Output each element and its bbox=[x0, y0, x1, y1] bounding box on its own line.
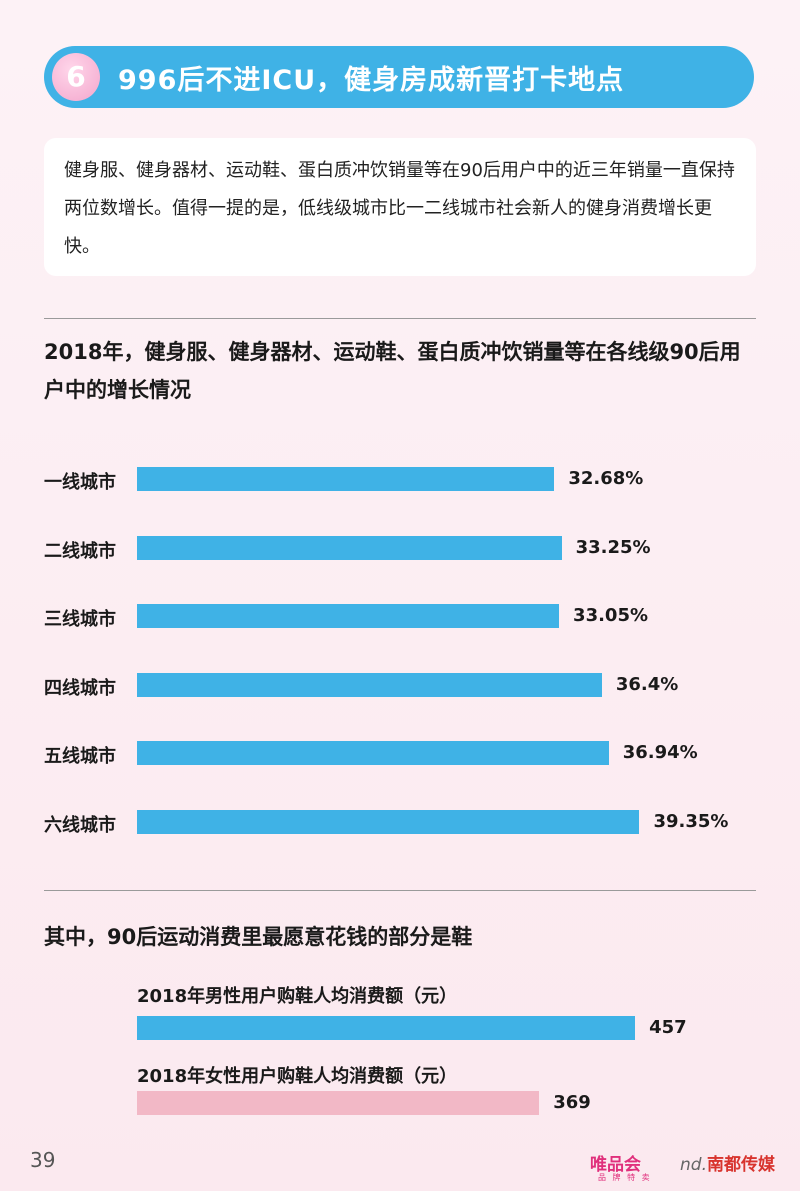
page-number: 39 bbox=[30, 1148, 56, 1172]
header-banner bbox=[44, 46, 754, 108]
growth-bar bbox=[137, 535, 562, 560]
value-label: 369 bbox=[553, 1092, 591, 1113]
growth-bar bbox=[137, 809, 640, 834]
value-label: 36.4% bbox=[615, 673, 679, 695]
vip-logo-subtitle: 品 牌 特 卖 bbox=[598, 1173, 652, 1182]
value-label: 36.94% bbox=[622, 742, 698, 763]
category-label: 二线城市 bbox=[44, 540, 116, 562]
series-label: 2018年女性用户购鞋人均消费额（元） bbox=[137, 1066, 458, 1087]
growth-bar bbox=[137, 467, 555, 491]
category-label: 六线城市 bbox=[44, 814, 116, 836]
category-label: 五线城市 bbox=[44, 746, 116, 767]
nd-mark: nd. bbox=[680, 1155, 707, 1175]
growth-bar bbox=[137, 672, 602, 697]
category-label: 四线城市 bbox=[44, 677, 116, 699]
nandu-media-name: 南都传媒 bbox=[706, 1155, 775, 1175]
spend-bar bbox=[137, 1091, 540, 1115]
value-label: 32.68% bbox=[568, 468, 644, 489]
divider bbox=[44, 890, 756, 891]
page-title: 996后不进ICU，健身房成新晋打卡地点 bbox=[118, 65, 625, 96]
section-number-badge: 6 bbox=[52, 53, 100, 101]
growth-bar bbox=[137, 604, 560, 628]
value-label: 33.25% bbox=[575, 536, 651, 558]
divider bbox=[44, 318, 756, 319]
nandu-media-logo: nd.南都传媒 bbox=[680, 1150, 775, 1175]
shoe-spend-chart-title: 其中，90后运动消费里最愿意花钱的部分是鞋 bbox=[44, 925, 473, 949]
value-label: 39.35% bbox=[653, 810, 729, 832]
value-label: 33.05% bbox=[573, 605, 649, 626]
intro-card bbox=[44, 138, 756, 276]
vip-logo: 唯品会 bbox=[590, 1155, 641, 1175]
value-label: 457 bbox=[649, 1017, 687, 1038]
category-label: 三线城市 bbox=[44, 609, 116, 630]
series-label: 2018年男性用户购鞋人均消费额（元） bbox=[137, 986, 458, 1007]
spend-bar bbox=[137, 1016, 636, 1040]
intro-text: 健身服、健身器材、运动鞋、蛋白质冲饮销量等在90后用户中的近三年销量一直保持两位… bbox=[64, 160, 735, 257]
category-label: 一线城市 bbox=[44, 472, 116, 493]
growth-bar bbox=[137, 741, 609, 765]
growth-chart-title: 2018年，健身服、健身器材、运动鞋、蛋白质冲饮销量等在各线级90后用户中的增长… bbox=[44, 340, 741, 402]
